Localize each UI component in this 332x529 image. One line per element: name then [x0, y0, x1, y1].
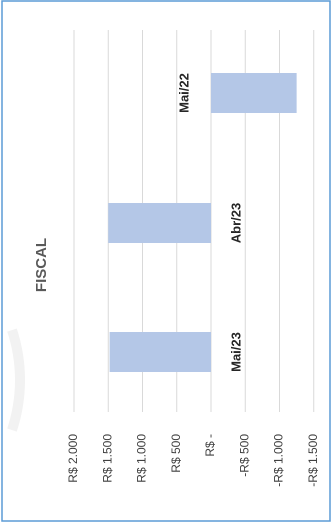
- tick-label: -R$ 1.500: [306, 434, 320, 487]
- bar: [108, 203, 211, 243]
- bar: [211, 73, 297, 113]
- chart-title: FISCAL: [33, 238, 50, 292]
- category-label: Abr/23: [228, 203, 243, 243]
- value-tick-labels: R$ 2.000 R$ 1.500 R$ 1.000 R$ 500 R$ - -R$ 50…: [66, 434, 320, 487]
- bar: [109, 332, 211, 372]
- bars: [108, 73, 297, 372]
- tick-label: R$ 1.500: [100, 434, 114, 483]
- tick-label: R$ 1.000: [135, 434, 149, 483]
- tick-label: R$ -: [203, 434, 217, 457]
- tick-label: -R$ 1.000: [272, 434, 286, 487]
- category-label: Mai/22: [176, 73, 191, 113]
- category-label: Mai/23: [228, 332, 243, 372]
- tick-label: R$ 500: [169, 434, 183, 473]
- decorative-arc: [7, 328, 26, 432]
- tick-label: R$ 2.000: [66, 434, 80, 483]
- category-labels: Mai/22 Abr/23 Mai/23: [176, 73, 243, 372]
- tick-label: -R$ 500: [237, 434, 251, 477]
